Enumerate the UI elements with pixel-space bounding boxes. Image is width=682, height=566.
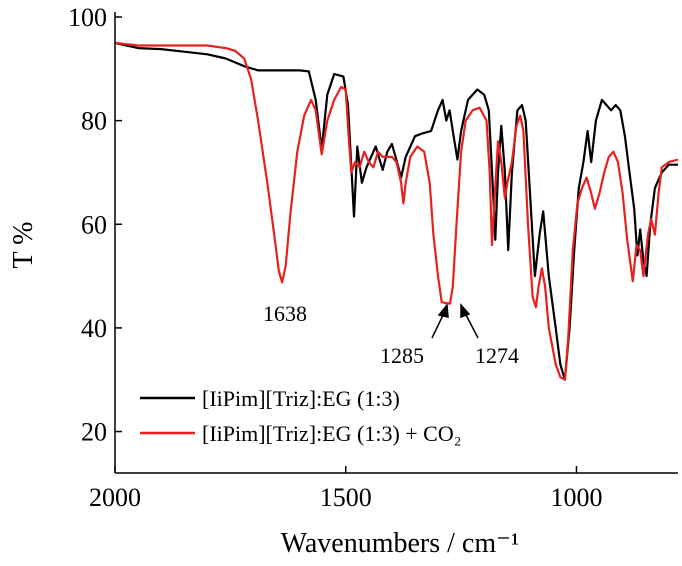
arrow-head [460,303,471,319]
y-tick-label: 80 [81,107,107,136]
arrow-head [437,303,449,318]
y-tick-label: 20 [81,418,107,447]
x-axis-label: Wavenumbers / cm⁻¹ [281,528,520,559]
y-tick-label: 60 [81,210,107,239]
annotation: 1274 [475,343,519,368]
x-tick-label: 1500 [320,483,372,512]
x-tick-label: 1000 [550,483,602,512]
annotation: 1638 [263,301,307,326]
annotation-arrows [431,303,479,339]
x-tick-label: 2000 [89,483,141,512]
legend-label: [IiPim][Triz]:EG (1:3) + CO₂ [202,421,461,446]
spectrum-line [114,41,679,381]
legend-label: [IiPim][Triz]:EG (1:3) [202,386,400,411]
annotation: 1285 [380,343,424,368]
y-axis-label: T % [8,222,39,269]
y-tick-label: 100 [68,3,107,32]
y-tick-label: 40 [81,314,107,343]
spectrum-line [114,41,678,381]
